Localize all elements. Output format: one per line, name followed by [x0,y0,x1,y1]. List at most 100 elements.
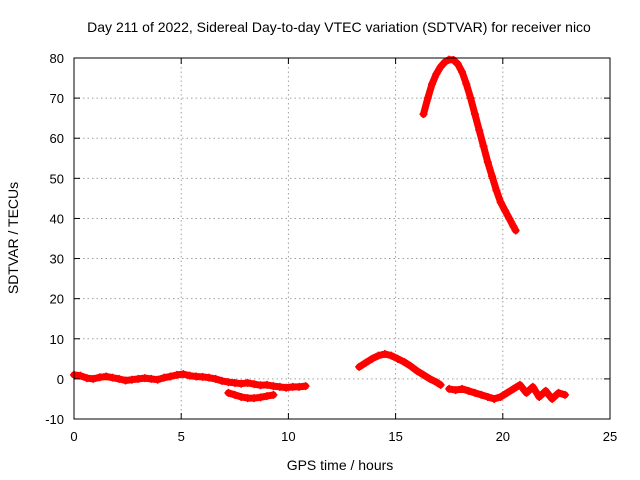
data-point [147,374,156,383]
data-point [503,388,512,397]
data-point [127,375,136,384]
data-point [134,374,143,383]
data-point [492,186,501,195]
plot-area [70,55,569,403]
data-point [483,392,492,401]
data-point [432,70,441,79]
data-point [479,142,488,151]
data-point [355,362,364,371]
data-point [121,376,130,385]
data-point [440,58,449,67]
data-point [224,378,233,387]
data-series [419,55,520,235]
data-point [387,351,396,360]
data-point [458,384,467,393]
data-point [95,373,104,382]
data-point [428,80,437,89]
data-point [470,110,479,119]
data-point [140,374,149,383]
data-point [76,371,85,380]
data-point [462,80,471,89]
data-point [419,370,428,379]
data-point [115,374,124,383]
data-point [166,372,175,381]
data-point [172,370,181,379]
data-series [70,370,310,392]
x-tick-label: 25 [603,429,617,444]
x-tick-label: 10 [281,429,295,444]
axis-ticks: 0 5 10 15 20 25 -10 0 10 20 30 40 50 60 70 80 [45,51,617,444]
data-point [490,394,499,403]
data-point [275,382,284,391]
data-point [470,388,479,397]
y-tick-label: -10 [45,412,64,427]
data-point [466,94,475,103]
data-point [548,394,557,403]
data-point [250,394,259,403]
y-tick-label: 70 [50,91,64,106]
data-point [217,376,226,385]
data-point [449,56,458,65]
y-tick-label: 0 [57,372,64,387]
x-tick-label: 20 [496,429,510,444]
data-point [262,392,271,401]
y-tick-label: 30 [50,252,64,267]
data-point [425,374,434,383]
data-point [458,68,467,77]
data-point [419,110,428,119]
data-point [374,351,383,360]
data-point [269,390,278,399]
series-trace [420,56,520,234]
data-point [515,380,524,389]
y-tick-label: 10 [50,332,64,347]
data-point [488,172,497,181]
chart-title: Day 211 of 2022, Sidereal Day-to-day VTE… [87,19,591,35]
data-point [436,62,445,71]
data-point [445,384,454,393]
data-point [211,374,220,383]
data-point [295,382,304,391]
data-point [436,380,445,389]
data-point [179,370,188,379]
data-point [464,386,473,395]
data-point [483,158,492,167]
y-tick-label: 50 [50,171,64,186]
data-point [368,354,377,363]
data-point [82,374,91,383]
data-point [475,126,484,135]
data-point [541,386,550,395]
plot-frame [73,57,611,420]
x-tick-label: 5 [178,429,185,444]
data-point [361,358,370,367]
data-point [451,386,460,395]
y-tick-label: 40 [50,211,64,226]
data-point [102,372,111,381]
data-point [224,388,233,397]
data-point [413,366,422,375]
y-tick-label: 60 [50,131,64,146]
data-point [153,375,162,384]
data-point [535,392,544,401]
data-point [198,372,207,381]
data-point [560,390,569,399]
data-point [400,358,409,367]
data-point [528,382,537,391]
data-point [496,392,505,401]
data-point [237,392,246,401]
data-point [496,198,505,207]
data-point [185,371,194,380]
data-point [477,390,486,399]
x-tick-label: 15 [388,429,402,444]
y-tick-label: 20 [50,292,64,307]
data-point [522,388,531,397]
data-series [445,380,569,403]
x-axis-label: GPS time / hours [287,457,394,473]
data-point [108,373,117,382]
data-point [509,384,518,393]
data-point [509,222,518,231]
data-point [269,382,278,391]
data-point [301,382,310,391]
y-tick-label: 80 [50,51,64,66]
data-point [282,383,291,392]
data-point [505,214,514,223]
